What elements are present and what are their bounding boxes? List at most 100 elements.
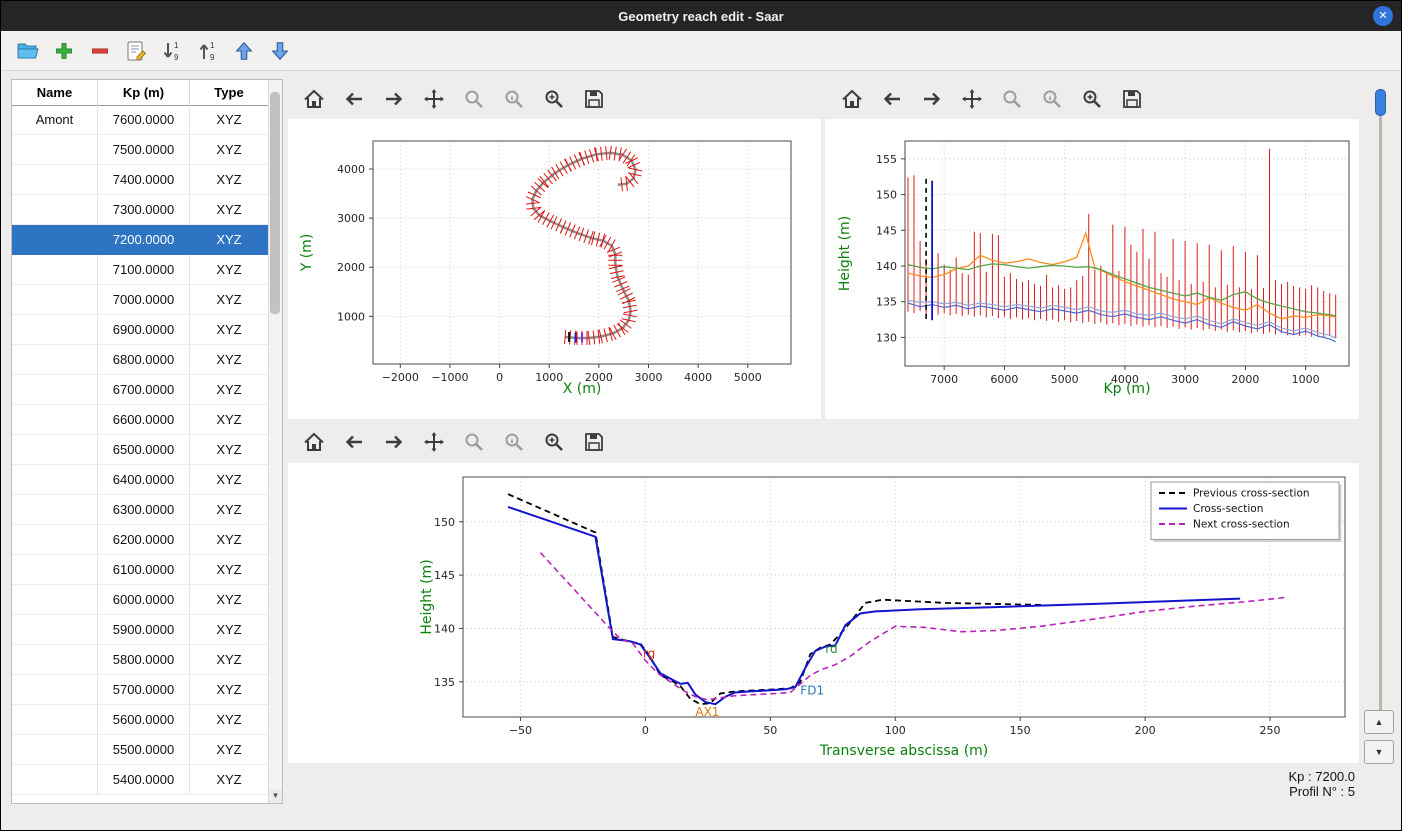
zoom-rect-button[interactable]	[539, 84, 569, 114]
section-up-button[interactable]: ▲	[1364, 710, 1394, 734]
table-row[interactable]: 7100.0000 XYZ	[12, 255, 269, 285]
save-button[interactable]	[1117, 84, 1147, 114]
svg-text:4000: 4000	[337, 163, 365, 176]
table-cell: 6200.0000	[98, 525, 190, 555]
zoom-info-button[interactable]	[499, 84, 529, 114]
forward-button[interactable]	[379, 84, 409, 114]
back-button[interactable]	[877, 84, 907, 114]
svg-text:0: 0	[496, 371, 503, 384]
svg-text:2000: 2000	[585, 371, 613, 384]
zoom-rect-button[interactable]	[1077, 84, 1107, 114]
home-button[interactable]	[299, 84, 329, 114]
table-row[interactable]: 7500.0000 XYZ	[12, 135, 269, 165]
table-row[interactable]: 5800.0000 XYZ	[12, 645, 269, 675]
table-row[interactable]: Amont 7600.0000 XYZ	[12, 105, 269, 135]
move-up-button[interactable]	[229, 36, 259, 66]
table-row[interactable]: 5600.0000 XYZ	[12, 705, 269, 735]
add-button[interactable]	[49, 36, 79, 66]
remove-button[interactable]	[85, 36, 115, 66]
table-row[interactable]: 6400.0000 XYZ	[12, 465, 269, 495]
svg-text:100: 100	[885, 724, 906, 737]
table-cell	[12, 525, 98, 555]
forward-button[interactable]	[379, 427, 409, 457]
save-button[interactable]	[579, 84, 609, 114]
save-button[interactable]	[579, 427, 609, 457]
table-row[interactable]: 5900.0000 XYZ	[12, 615, 269, 645]
edit-button[interactable]	[121, 36, 151, 66]
back-button[interactable]	[339, 427, 369, 457]
pan-button[interactable]	[419, 84, 449, 114]
table-cell	[12, 375, 98, 405]
table-row[interactable]: 7300.0000 XYZ	[12, 195, 269, 225]
table-row[interactable]: 6100.0000 XYZ	[12, 555, 269, 585]
table-row[interactable]: 7200.0000 XYZ	[12, 225, 269, 255]
svg-text:140: 140	[434, 622, 455, 635]
close-button[interactable]: ✕	[1373, 6, 1393, 26]
table-cell: XYZ	[190, 675, 269, 705]
add-icon	[56, 42, 72, 59]
table-cell	[12, 135, 98, 165]
pan-button[interactable]	[419, 427, 449, 457]
forward-icon	[924, 92, 941, 106]
zoom-button[interactable]	[459, 427, 489, 457]
table-row[interactable]: 6500.0000 XYZ	[12, 435, 269, 465]
section-slider-thumb[interactable]	[1375, 89, 1386, 116]
table-cell	[12, 315, 98, 345]
column-header[interactable]: Kp (m)	[98, 80, 190, 105]
pan-button[interactable]	[957, 84, 987, 114]
section-down-button[interactable]: ▼	[1364, 740, 1394, 764]
section-slider-track[interactable]	[1379, 89, 1382, 717]
svg-text:Height (m): Height (m)	[419, 559, 435, 634]
table-row[interactable]: 5400.0000 XYZ	[12, 765, 269, 795]
zoom-button[interactable]	[459, 84, 489, 114]
home-button[interactable]	[837, 84, 867, 114]
table-row[interactable]: 7400.0000 XYZ	[12, 165, 269, 195]
zoom-info-button[interactable]	[499, 427, 529, 457]
table-cell: XYZ	[190, 645, 269, 675]
edit-icon	[127, 41, 147, 61]
table-row[interactable]: 6200.0000 XYZ	[12, 525, 269, 555]
plan-view-chart[interactable]: −2000 −1000 0 1000 2000 3000 4000 5000 1000 2000 3…	[288, 119, 821, 419]
table-row[interactable]: 7000.0000 XYZ	[12, 285, 269, 315]
table-cell: XYZ	[190, 615, 269, 645]
zoom-button[interactable]	[997, 84, 1027, 114]
table-row[interactable]: 6300.0000 XYZ	[12, 495, 269, 525]
zoom-info-button[interactable]	[1037, 84, 1067, 114]
table-row[interactable]: 6600.0000 XYZ	[12, 405, 269, 435]
status-info: Kp : 7200.0 Profil N° : 5	[1289, 769, 1356, 799]
zoom-rect-icon	[545, 433, 563, 451]
table-row[interactable]: 5700.0000 XYZ	[12, 675, 269, 705]
table-cell: XYZ	[190, 195, 269, 225]
table-row[interactable]: 6900.0000 XYZ	[12, 315, 269, 345]
move-down-button[interactable]	[265, 36, 295, 66]
status-profil: Profil N° : 5	[1289, 784, 1355, 799]
table-row[interactable]: 6800.0000 XYZ	[12, 345, 269, 375]
open-folder-button[interactable]	[13, 36, 43, 66]
table-scrollbar-thumb[interactable]	[270, 92, 280, 314]
table-scrollbar[interactable]	[268, 80, 282, 803]
table-row[interactable]: 5500.0000 XYZ	[12, 735, 269, 765]
cross-section-chart[interactable]: −50 0 50 100 150 200 250 135 140 145 150 rg rd AX1 FD1…	[288, 463, 1359, 763]
column-header[interactable]: Name	[12, 80, 98, 105]
table-scroll-down-icon[interactable]: ▼	[268, 789, 282, 803]
svg-text:5000: 5000	[734, 371, 762, 384]
table-row[interactable]: 6700.0000 XYZ	[12, 375, 269, 405]
svg-text:9: 9	[210, 53, 215, 62]
home-button[interactable]	[299, 427, 329, 457]
column-header[interactable]: Type	[190, 80, 269, 105]
longitudinal-profile-chart[interactable]: 7000 6000 5000 4000 3000 2000 1000 130 135 140 145…	[825, 119, 1359, 419]
table-cell	[12, 555, 98, 585]
table-cell: XYZ	[190, 495, 269, 525]
zoom-rect-button[interactable]	[539, 427, 569, 457]
table-cell: 5700.0000	[98, 675, 190, 705]
back-button[interactable]	[339, 84, 369, 114]
forward-button[interactable]	[917, 84, 947, 114]
titlebar[interactable]: Geometry reach edit - Saar ✕	[1, 1, 1401, 31]
table-row[interactable]: 6000.0000 XYZ	[12, 585, 269, 615]
table-cell: XYZ	[190, 255, 269, 285]
zoom-info-icon	[1043, 90, 1061, 108]
svg-text:4000: 4000	[684, 371, 712, 384]
home-icon	[842, 89, 862, 108]
